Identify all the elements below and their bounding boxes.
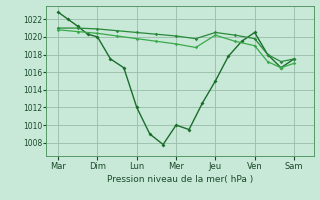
X-axis label: Pression niveau de la mer( hPa ): Pression niveau de la mer( hPa ) [107, 175, 253, 184]
